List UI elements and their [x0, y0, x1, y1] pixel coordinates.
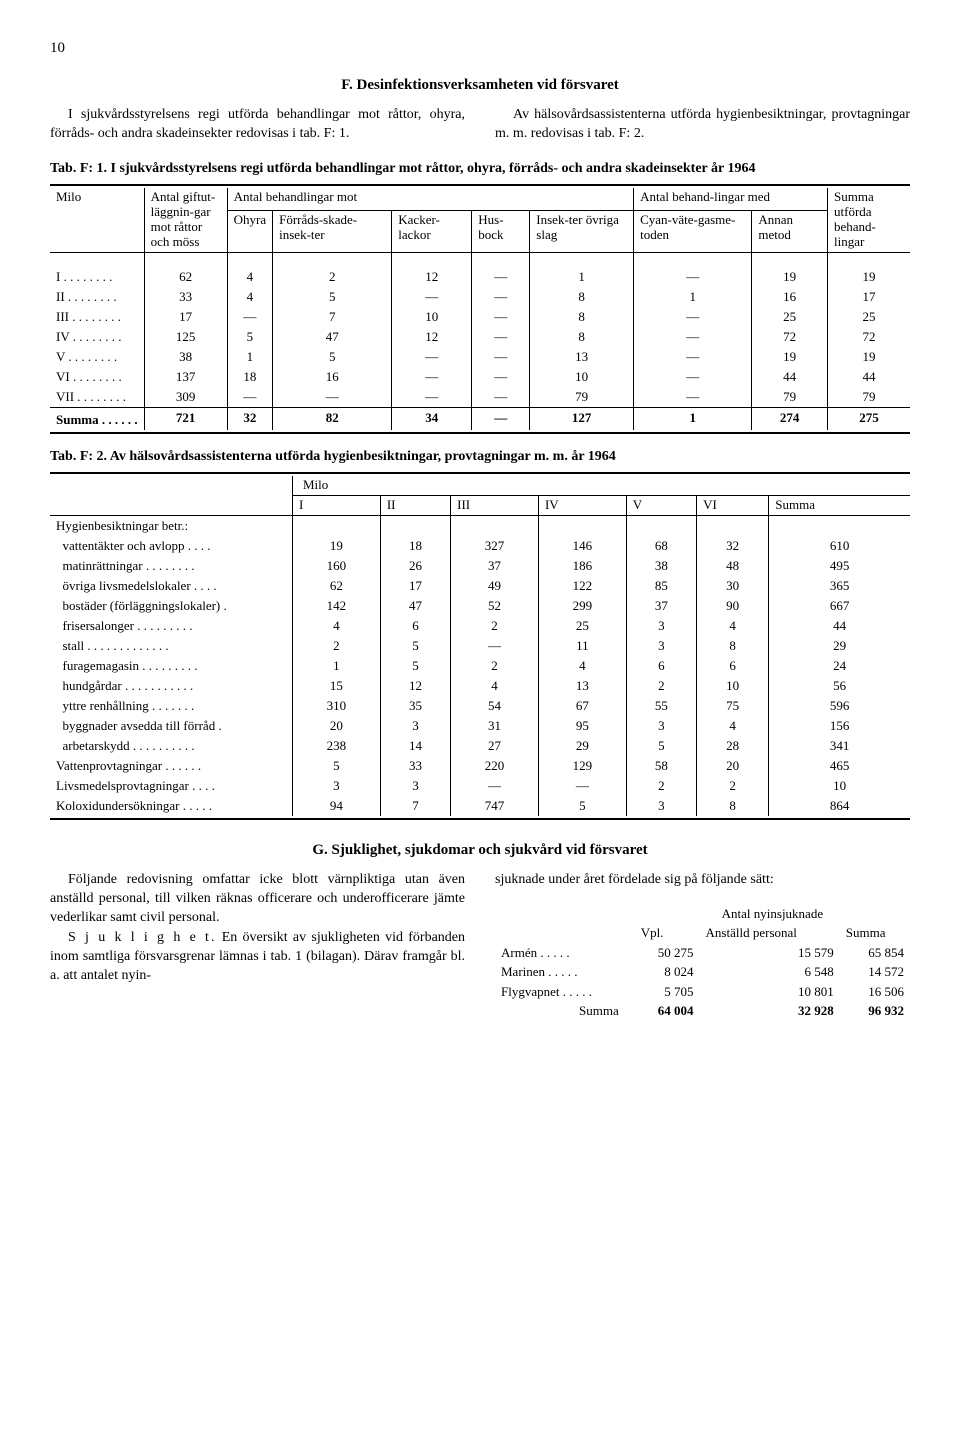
- th-insekter: Insek-ter övriga slag: [530, 211, 634, 252]
- table-row: furagemagasin . . . . . . . . . 15246624: [50, 656, 910, 676]
- th-milo: Milo: [50, 188, 144, 252]
- table-row: IV . . . . . . . . 12554712—8—7272: [50, 327, 910, 347]
- mini-header: Antal nyinsjuknade: [635, 904, 910, 924]
- table-f2: Milo IIIIIIIVVVISumma Hygienbesiktningar…: [50, 476, 910, 816]
- table-row: övriga livsmedelslokaler . . . . 6217491…: [50, 576, 910, 596]
- th-col: III: [451, 495, 539, 515]
- g-right-p1: sjuknade under året fördelade sig på föl…: [495, 871, 910, 890]
- table-row: I . . . . . . . . 624212—1—1919: [50, 267, 910, 287]
- table-f1-caption: Tab. F: 1. I sjukvårdsstyrelsens regi ut…: [50, 160, 910, 178]
- th-milo2: Milo: [293, 476, 911, 495]
- table-row: VII . . . . . . . . 309————79—7979: [50, 387, 910, 408]
- th-gift: Antal giftut-läggnin-gar mot råttor och …: [144, 188, 227, 252]
- table-row: Koloxidundersökningar . . . . . 94774753…: [50, 796, 910, 816]
- section-f-columns: I sjukvårdsstyrelsens regi utförda behan…: [50, 106, 910, 144]
- mini-col-vpl: Vpl.: [635, 923, 700, 943]
- th-kacker: Kacker-lackor: [392, 211, 472, 252]
- g-left-p2-lead: S j u k l i g h e t.: [68, 930, 216, 945]
- table-f2-caption: Tab. F: 2. Av hälsovårdsassistenterna ut…: [50, 448, 910, 466]
- g-left-p1: Följande redovisning omfattar icke blott…: [50, 871, 465, 928]
- th-col: VI: [697, 495, 769, 515]
- table-row: III . . . . . . . . 17—710—8—2525: [50, 307, 910, 327]
- th-cyan: Cyan-väte-gasme-toden: [634, 211, 752, 252]
- th-beh-mot: Antal behandlingar mot: [227, 188, 633, 211]
- table-row: matinrättningar . . . . . . . . 16026371…: [50, 556, 910, 576]
- table-row: Vattenprovtagningar . . . . . . 53322012…: [50, 756, 910, 776]
- table-sum-row: Summa . . . . . .721328234—1271274275: [50, 407, 910, 430]
- section-g-columns: Följande redovisning omfattar icke blott…: [50, 871, 910, 1021]
- table-row: Armén . . . . .50 27515 57965 854: [495, 943, 910, 963]
- mini-col-anst: Anställd personal: [700, 923, 840, 943]
- mini-col-sum: Summa: [840, 923, 910, 943]
- table-row: frisersalonger . . . . . . . . . 4622534…: [50, 616, 910, 636]
- th-col: Summa: [769, 495, 910, 515]
- table-row: stall . . . . . . . . . . . . . 25—11382…: [50, 636, 910, 656]
- table-row: Marinen . . . . .8 0246 54814 572: [495, 962, 910, 982]
- section-g-left: Följande redovisning omfattar icke blott…: [50, 871, 465, 1021]
- page-number: 10: [50, 40, 910, 57]
- th-col: IV: [538, 495, 626, 515]
- th-husbock: Hus-bock: [472, 211, 530, 252]
- section-f-heading: F. Desinfektionsverksamheten vid försvar…: [50, 77, 910, 94]
- table-row: arbetarskydd . . . . . . . . . . 2381427…: [50, 736, 910, 756]
- section-f-right: Av hälsovårdsassistenterna utförda hygie…: [495, 106, 910, 144]
- table-row: hundgårdar . . . . . . . . . . . 1512413…: [50, 676, 910, 696]
- th-summa: Summa utförda behand-lingar: [828, 188, 911, 252]
- th-beh-med: Antal behand-lingar med: [634, 188, 828, 211]
- table-row: V . . . . . . . . 3815——13—1919: [50, 347, 910, 367]
- table-row: vattentäkter och avlopp . . . . 19183271…: [50, 536, 910, 556]
- table-f1: Milo Antal giftut-läggnin-gar mot råttor…: [50, 188, 910, 430]
- table-row: yttre renhållning . . . . . . . 31035546…: [50, 696, 910, 716]
- mini-table: Antal nyinsjuknade Vpl. Anställd persona…: [495, 904, 910, 1021]
- section-f-left: I sjukvårdsstyrelsens regi utförda behan…: [50, 106, 465, 144]
- section-g-heading: G. Sjuklighet, sjukdomar och sjukvård vi…: [50, 842, 910, 859]
- table-sum-row: Summa64 00432 92896 932: [495, 1001, 910, 1021]
- table-row: bostäder (förläggningslokaler) . 1424752…: [50, 596, 910, 616]
- table-row: byggnader avsedda till förråd . 20331953…: [50, 716, 910, 736]
- table-row: II . . . . . . . . 3345——811617: [50, 287, 910, 307]
- th-col: V: [626, 495, 696, 515]
- table-row: Flygvapnet . . . . .5 70510 80116 506: [495, 982, 910, 1002]
- th-col: I: [293, 495, 381, 515]
- th-forrads: Förråds-skade-insek-ter: [273, 211, 392, 252]
- g-left-p2: S j u k l i g h e t. En översikt av sjuk…: [50, 929, 465, 986]
- section-g-right: sjuknade under året fördelade sig på föl…: [495, 871, 910, 1021]
- table-row: Livsmedelsprovtagningar . . . . 33——2210: [50, 776, 910, 796]
- th-col: II: [380, 495, 450, 515]
- table-row: VI . . . . . . . . 1371816——10—4444: [50, 367, 910, 387]
- th-annan: Annan metod: [752, 211, 828, 252]
- th-ohyra: Ohyra: [227, 211, 273, 252]
